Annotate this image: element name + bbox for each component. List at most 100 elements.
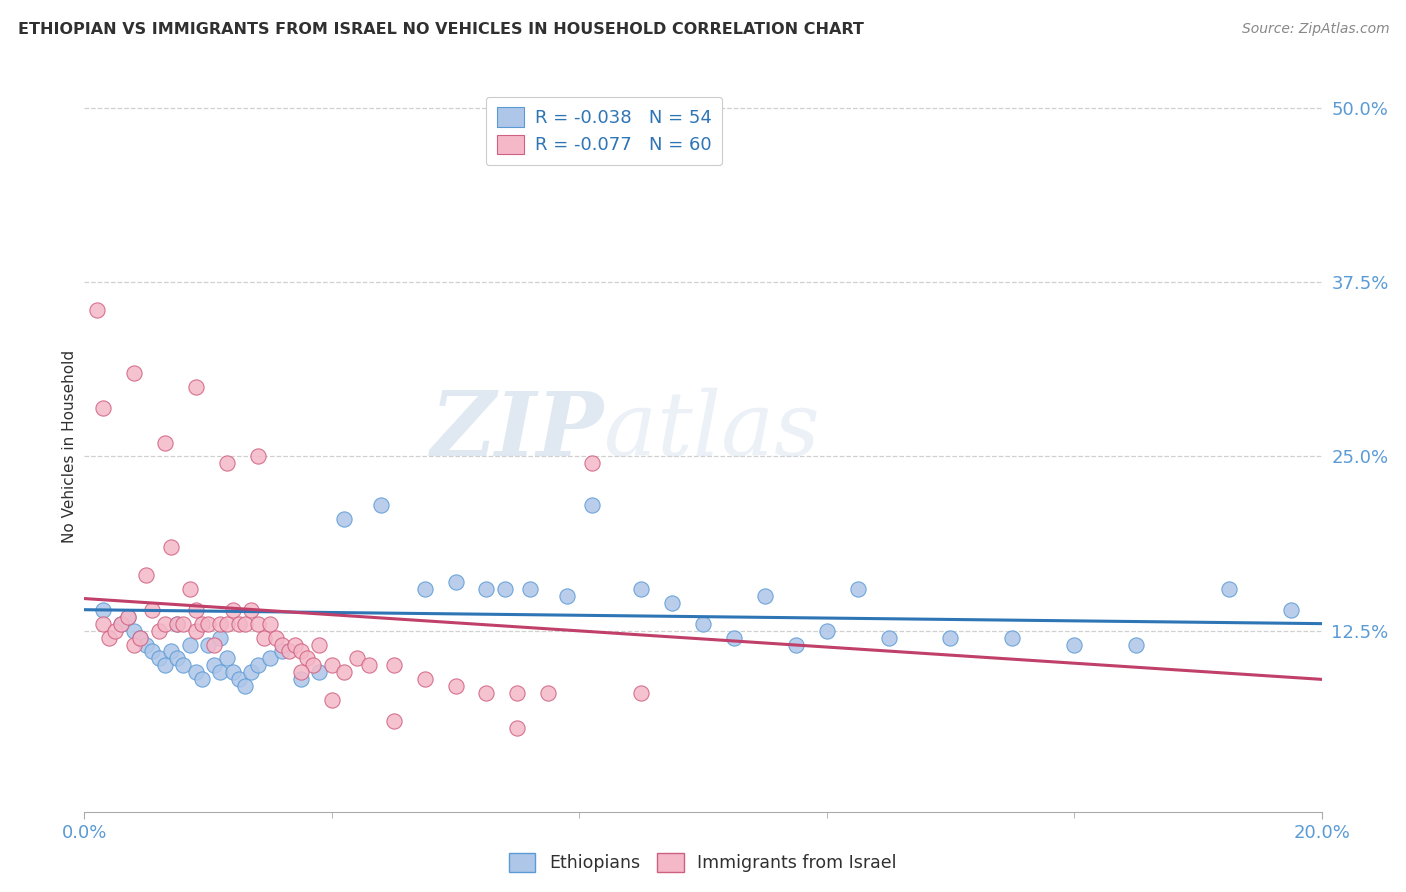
Point xyxy=(202,658,225,673)
Point xyxy=(1125,638,1147,652)
Point xyxy=(815,624,838,638)
Point xyxy=(110,616,132,631)
Point xyxy=(148,624,170,638)
Point xyxy=(692,616,714,631)
Point xyxy=(253,631,276,645)
Point xyxy=(240,603,263,617)
Point xyxy=(333,665,356,680)
Point xyxy=(179,582,201,596)
Point xyxy=(537,686,560,700)
Point xyxy=(184,380,207,394)
Point xyxy=(209,631,232,645)
Point xyxy=(135,567,157,582)
Point xyxy=(630,582,652,596)
Point xyxy=(160,644,183,658)
Legend: R = -0.038   N = 54, R = -0.077   N = 60: R = -0.038 N = 54, R = -0.077 N = 60 xyxy=(486,96,723,165)
Point xyxy=(172,616,194,631)
Point xyxy=(754,589,776,603)
Point xyxy=(104,624,127,638)
Point xyxy=(91,616,114,631)
Point xyxy=(290,644,312,658)
Point xyxy=(630,686,652,700)
Point xyxy=(129,631,152,645)
Text: ZIP: ZIP xyxy=(430,388,605,475)
Point xyxy=(202,638,225,652)
Point xyxy=(166,616,188,631)
Point xyxy=(160,540,183,554)
Point xyxy=(295,651,318,665)
Point xyxy=(153,658,176,673)
Point xyxy=(506,721,529,735)
Point xyxy=(184,665,207,680)
Point xyxy=(179,638,201,652)
Point xyxy=(939,631,962,645)
Point xyxy=(233,679,256,693)
Point xyxy=(184,603,207,617)
Point xyxy=(284,638,307,652)
Point xyxy=(222,603,245,617)
Point xyxy=(215,651,238,665)
Point xyxy=(444,574,467,589)
Point xyxy=(228,616,250,631)
Point xyxy=(506,686,529,700)
Point xyxy=(308,638,330,652)
Point xyxy=(494,582,516,596)
Point xyxy=(264,631,287,645)
Point xyxy=(346,651,368,665)
Point xyxy=(91,603,114,617)
Text: Source: ZipAtlas.com: Source: ZipAtlas.com xyxy=(1241,22,1389,37)
Point xyxy=(122,366,145,380)
Point xyxy=(277,644,299,658)
Point xyxy=(153,616,176,631)
Point xyxy=(122,624,145,638)
Point xyxy=(184,624,207,638)
Point xyxy=(246,450,269,464)
Point xyxy=(302,658,325,673)
Point xyxy=(172,658,194,673)
Point xyxy=(382,714,405,728)
Point xyxy=(333,512,356,526)
Point xyxy=(877,631,900,645)
Point xyxy=(259,616,281,631)
Y-axis label: No Vehicles in Household: No Vehicles in Household xyxy=(62,350,77,542)
Point xyxy=(581,457,603,471)
Point xyxy=(370,498,392,512)
Text: atlas: atlas xyxy=(605,388,820,475)
Legend: Ethiopians, Immigrants from Israel: Ethiopians, Immigrants from Israel xyxy=(502,846,904,879)
Point xyxy=(259,651,281,665)
Point xyxy=(290,665,312,680)
Point xyxy=(519,582,541,596)
Point xyxy=(555,589,578,603)
Point xyxy=(581,498,603,512)
Point xyxy=(166,616,188,631)
Point xyxy=(209,616,232,631)
Point xyxy=(357,658,380,673)
Point xyxy=(1001,631,1024,645)
Point xyxy=(240,665,263,680)
Point xyxy=(1279,603,1302,617)
Point xyxy=(271,638,294,652)
Point xyxy=(91,401,114,415)
Point xyxy=(413,673,436,687)
Point xyxy=(222,665,245,680)
Point xyxy=(153,435,176,450)
Text: ETHIOPIAN VS IMMIGRANTS FROM ISRAEL NO VEHICLES IN HOUSEHOLD CORRELATION CHART: ETHIOPIAN VS IMMIGRANTS FROM ISRAEL NO V… xyxy=(18,22,865,37)
Point xyxy=(122,638,145,652)
Point xyxy=(117,609,139,624)
Point xyxy=(110,616,132,631)
Point xyxy=(98,631,121,645)
Point xyxy=(197,638,219,652)
Point xyxy=(135,638,157,652)
Point xyxy=(1063,638,1085,652)
Point xyxy=(246,616,269,631)
Point xyxy=(785,638,807,652)
Point xyxy=(129,631,152,645)
Point xyxy=(197,616,219,631)
Point xyxy=(166,651,188,665)
Point xyxy=(321,658,343,673)
Point xyxy=(191,616,214,631)
Point xyxy=(382,658,405,673)
Point xyxy=(321,693,343,707)
Point xyxy=(141,644,163,658)
Point xyxy=(413,582,436,596)
